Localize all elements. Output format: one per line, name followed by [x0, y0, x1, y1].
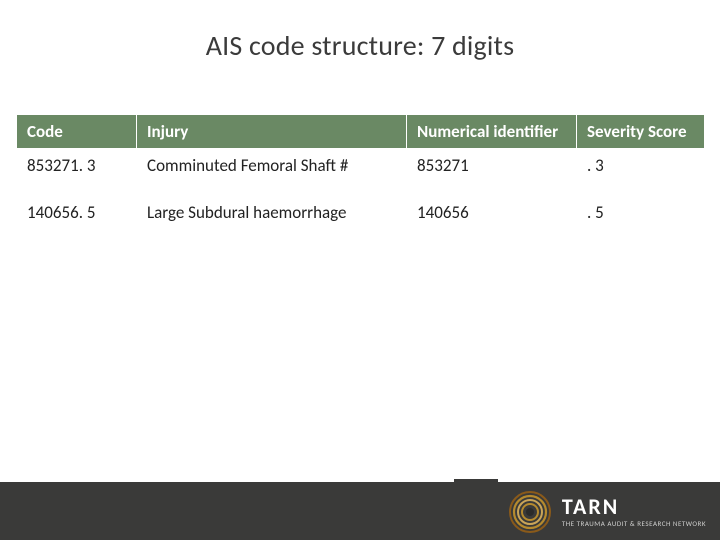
ais-table-container: Code Injury Numerical identifier Severit…: [16, 114, 704, 242]
tarn-logo-sub: THE TRAUMA AUDIT & RESEARCH NETWORK: [562, 520, 706, 528]
tarn-logo-text: TARN THE TRAUMA AUDIT & RESEARCH NETWORK: [562, 496, 706, 528]
cell-severity: . 5: [577, 195, 705, 241]
table-header-row: Code Injury Numerical identifier Severit…: [17, 115, 705, 149]
cell-injury: Large Subdural haemorrhage: [137, 195, 407, 241]
slide: AIS code structure: 7 digits Code Injury…: [0, 0, 720, 540]
tarn-logo-main: TARN: [562, 496, 706, 518]
table-row: 140656. 5 Large Subdural haemorrhage 140…: [17, 195, 705, 241]
cell-injury: Comminuted Femoral Shaft #: [137, 149, 407, 195]
cell-code: 853271. 3: [17, 149, 137, 195]
col-header-injury: Injury: [137, 115, 407, 149]
ais-table: Code Injury Numerical identifier Severit…: [16, 114, 705, 242]
cell-numid: 853271: [407, 149, 577, 195]
col-header-severity: Severity Score: [577, 115, 705, 149]
footer-bar: TARN THE TRAUMA AUDIT & RESEARCH NETWORK: [0, 482, 720, 540]
cell-numid: 140656: [407, 195, 577, 241]
table-row: 853271. 3 Comminuted Femoral Shaft # 853…: [17, 149, 705, 195]
tarn-logo-icon: [508, 490, 552, 534]
page-title: AIS code structure: 7 digits: [0, 28, 720, 63]
tarn-logo: TARN THE TRAUMA AUDIT & RESEARCH NETWORK: [508, 490, 706, 534]
cell-code: 140656. 5: [17, 195, 137, 241]
cell-severity: . 3: [577, 149, 705, 195]
col-header-code: Code: [17, 115, 137, 149]
col-header-numid: Numerical identifier: [407, 115, 577, 149]
